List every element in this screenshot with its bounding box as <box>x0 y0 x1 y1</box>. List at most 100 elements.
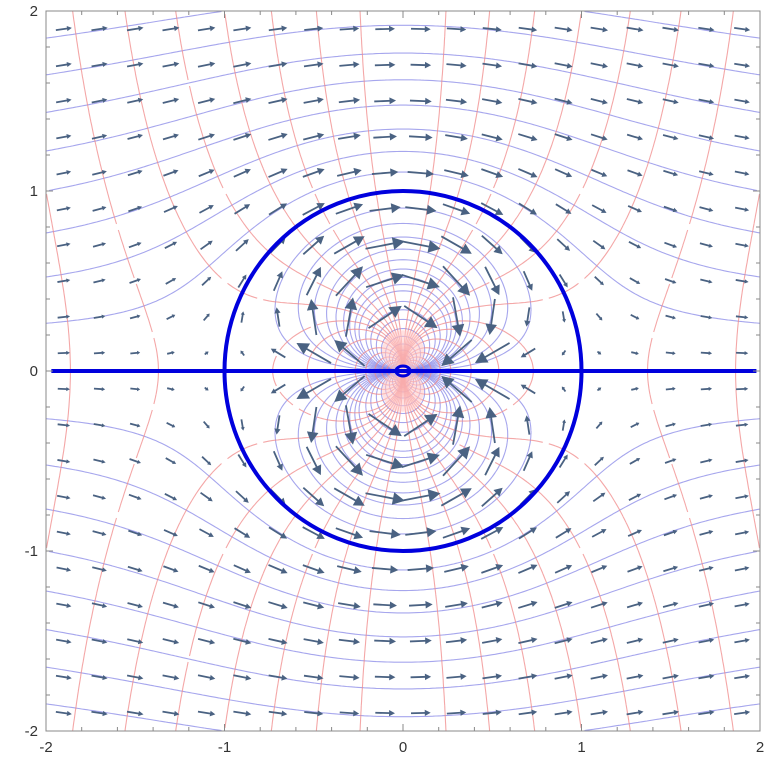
vector-arrow-64 <box>198 601 215 609</box>
vector-arrow-365 <box>374 61 396 69</box>
vector-arrow-190 <box>474 378 511 400</box>
vector-arrow-127 <box>302 487 325 507</box>
vector-arrow-274 <box>699 242 713 248</box>
vector-arrow-18 <box>698 709 715 716</box>
vector-arrow-272 <box>628 241 642 249</box>
vector-arrow-117 <box>663 529 678 537</box>
vector-arrow-288 <box>480 202 504 215</box>
vector-arrow-235 <box>735 315 749 320</box>
vector-arrow-222 <box>274 307 281 327</box>
vector-arrow-114 <box>555 528 572 539</box>
vector-arrow-68 <box>338 602 361 610</box>
vector-arrow-318 <box>127 133 143 140</box>
vector-arrow-52 <box>481 637 503 644</box>
vector-arrow-58 <box>698 637 715 644</box>
vector-arrow-11 <box>446 709 467 716</box>
vector-arrow-391 <box>590 26 609 33</box>
vector-arrow-191 <box>520 384 536 395</box>
vector-arrow-38 <box>698 673 715 680</box>
vector-arrow-337 <box>91 97 108 104</box>
vector-arrow-275 <box>735 242 749 248</box>
vector-arrow-30 <box>410 673 432 681</box>
vector-arrow-113 <box>518 527 537 540</box>
vector-arrow-100 <box>56 530 71 536</box>
vector-arrow-10 <box>410 709 431 717</box>
vector-arrow-204 <box>270 348 286 359</box>
vector-arrow-102 <box>128 529 143 537</box>
vector-arrow-294 <box>699 206 714 212</box>
vector-arrow-173 <box>524 415 531 435</box>
vector-arrow-62 <box>127 602 143 609</box>
y-tick-label: 2 <box>30 3 38 20</box>
vector-arrow-161 <box>93 423 106 428</box>
vector-arrow-384 <box>339 25 360 32</box>
vector-arrow-289 <box>518 202 537 215</box>
vector-arrow-359 <box>162 61 180 68</box>
vector-arrow-264 <box>333 236 365 255</box>
vector-arrow-259 <box>164 241 178 249</box>
vector-arrow-270 <box>556 238 571 251</box>
equipotential-11 <box>402 11 536 731</box>
vector-arrow-322 <box>268 132 288 141</box>
vector-arrow-17 <box>662 709 680 716</box>
vector-arrow-167 <box>306 406 319 443</box>
vector-arrow-142 <box>129 458 141 464</box>
y-tick-label: -2 <box>25 723 38 740</box>
vector-arrow-234 <box>700 315 713 320</box>
vector-arrow-382 <box>268 25 288 32</box>
vector-arrow-43 <box>162 638 180 645</box>
vector-arrow-249 <box>522 270 533 291</box>
vector-arrow-41 <box>91 638 108 645</box>
vector-arrow-330 <box>554 133 573 142</box>
vector-arrow-146 <box>272 450 283 471</box>
vector-arrow-277 <box>92 206 107 212</box>
vector-arrow-42 <box>127 638 144 645</box>
vector-arrow-285 <box>369 203 401 214</box>
vector-arrow-115 <box>591 529 607 538</box>
doublet-core-lower <box>382 369 424 412</box>
vector-arrow-388 <box>482 26 502 33</box>
vector-arrow-314 <box>698 170 714 177</box>
vector-arrow-387 <box>446 26 467 33</box>
vector-arrow-9 <box>375 709 395 717</box>
vector-arrow-37 <box>662 673 679 680</box>
vector-arrow-139 <box>735 494 749 500</box>
vector-arrow-346 <box>409 97 432 105</box>
streamline-2 <box>46 276 760 718</box>
vector-arrow-97 <box>663 565 679 573</box>
vector-arrow-156 <box>629 458 641 465</box>
vector-arrow-325 <box>373 132 397 141</box>
vector-arrow-147 <box>305 446 322 476</box>
vector-arrow-16 <box>626 709 644 716</box>
vector-arrow-299 <box>163 169 179 177</box>
vector-arrow-326 <box>408 133 433 142</box>
vector-arrow-24 <box>197 674 216 681</box>
vector-arrow-339 <box>162 97 180 104</box>
vector-arrow-80 <box>56 566 72 572</box>
vector-arrow-124 <box>200 491 213 502</box>
vector-arrow-334 <box>698 134 715 141</box>
vector-arrow-5 <box>233 710 252 717</box>
vector-arrow-121 <box>92 494 107 500</box>
vector-arrow-258 <box>128 242 142 249</box>
vector-arrow-112 <box>480 527 504 540</box>
vector-arrow-82 <box>127 565 143 573</box>
vector-arrow-93 <box>518 564 538 574</box>
vector-arrow-305 <box>371 168 399 177</box>
vector-arrow-377 <box>91 25 108 32</box>
vector-arrow-144 <box>201 456 212 466</box>
vector-arrow-75 <box>590 601 608 609</box>
vector-arrow-12 <box>482 709 502 716</box>
vector-arrow-297 <box>92 169 107 176</box>
streamline-5 <box>48 248 758 638</box>
vector-arrow-90 <box>407 564 435 573</box>
vector-arrow-248 <box>484 266 500 296</box>
vector-arrow-152 <box>484 446 500 476</box>
vector-arrow-308 <box>481 168 504 179</box>
vector-arrow-33 <box>518 673 538 680</box>
vector-arrow-215 <box>736 351 749 356</box>
x-tick-label: -1 <box>218 739 231 756</box>
vector-arrow-135 <box>592 492 606 503</box>
contour-lines <box>46 11 760 731</box>
